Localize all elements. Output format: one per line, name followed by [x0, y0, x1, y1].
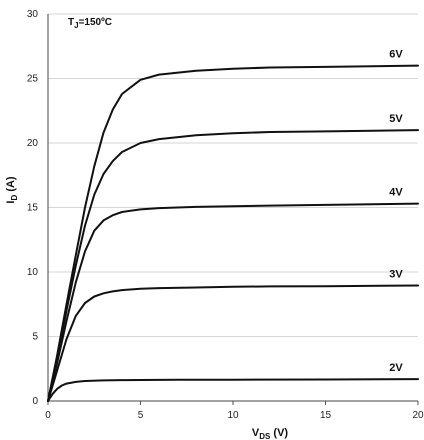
- y-tick-label-20: 20: [27, 138, 39, 149]
- axes: [47, 14, 419, 405]
- grid-lines: [48, 13, 418, 337]
- y-tick-label-30: 30: [27, 9, 39, 20]
- y-tick-label-5: 5: [32, 332, 38, 343]
- curve-3V: [47, 284, 419, 402]
- y-axis-title: ID (A): [5, 176, 19, 204]
- curve-6V: [47, 64, 419, 402]
- x-tick-label-15: 15: [320, 410, 332, 421]
- curve-label-6V: 6V: [389, 49, 403, 61]
- curve-label-4V: 4V: [389, 187, 403, 199]
- tick-labels: 0 5 10 15 20 25 30 0 5 10 15 20: [27, 9, 424, 421]
- x-axis-title: VDS (V): [252, 427, 289, 440]
- curve-labels: 6V 5V 4V 3V 2V: [389, 49, 403, 374]
- curve-label-2V: 2V: [389, 362, 403, 374]
- x-tick-label-20: 20: [412, 410, 424, 421]
- curves: [47, 64, 419, 402]
- curve-4V: [47, 202, 419, 402]
- y-tick-label-15: 15: [27, 203, 39, 214]
- temperature-annotation: TJ=150ºC: [68, 17, 112, 30]
- curve-label-5V: 5V: [389, 113, 403, 125]
- y-tick-label-10: 10: [27, 267, 39, 278]
- curve-2V: [47, 378, 419, 402]
- x-tick-label-10: 10: [227, 410, 239, 421]
- x-tick-label-5: 5: [138, 410, 144, 421]
- y-tick-label-25: 25: [27, 74, 39, 85]
- curve-label-3V: 3V: [389, 269, 403, 281]
- y-tick-label-0: 0: [32, 396, 38, 407]
- x-tick-label-0: 0: [45, 410, 51, 421]
- curve-5V: [47, 129, 419, 402]
